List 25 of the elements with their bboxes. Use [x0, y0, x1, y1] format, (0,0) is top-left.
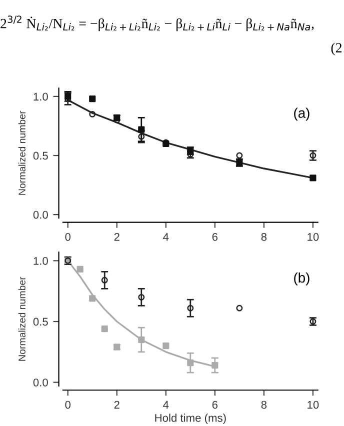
y-axis-title: Normalized number [18, 276, 26, 361]
y-tick-label: 0.5 [33, 318, 48, 326]
x-axis-title: Hold time (ms) [155, 414, 226, 424]
text: 2$^{3/2}$ Ṅ$_{Li₂}$/N$_{Li₂}$ = −β$_{Li₂+Li₂}$ñ$_{Li₂}$ − β$_{Li₂+Li}$ñ$_{Li}$ − β$_{Li₂+Na}$ñ$_{Na}$, [0, 16, 314, 32]
x-tick-label: 2 [114, 232, 120, 241]
x-tick-label: 8 [261, 400, 267, 409]
y-tick-label: 0.0 [33, 210, 48, 219]
annotation: (a) [294, 108, 310, 121]
x-tick-label: 0 [65, 232, 71, 241]
x-tick-label: 4 [163, 233, 169, 241]
x-tick-label: 8 [261, 232, 267, 241]
y-tick-label: 0.0 [33, 378, 48, 386]
x-tick-label: 4 [163, 400, 169, 409]
y-tick-label: 0.5 [33, 152, 48, 160]
x-tick-label: 0 [65, 400, 71, 409]
y-axis-title: Normalized number [18, 110, 26, 195]
x-tick-label: 10 [308, 232, 319, 241]
annotation: (b) [294, 272, 310, 286]
x-tick-label: 2 [114, 400, 120, 409]
x-tick-label: 10 [308, 400, 319, 409]
text: (2 [331, 42, 342, 56]
x-tick-label: 6 [212, 400, 218, 409]
x-tick-label: 6 [212, 232, 218, 241]
y-tick-label: 1.0 [34, 256, 48, 265]
y-tick-label: 1.0 [34, 92, 48, 101]
